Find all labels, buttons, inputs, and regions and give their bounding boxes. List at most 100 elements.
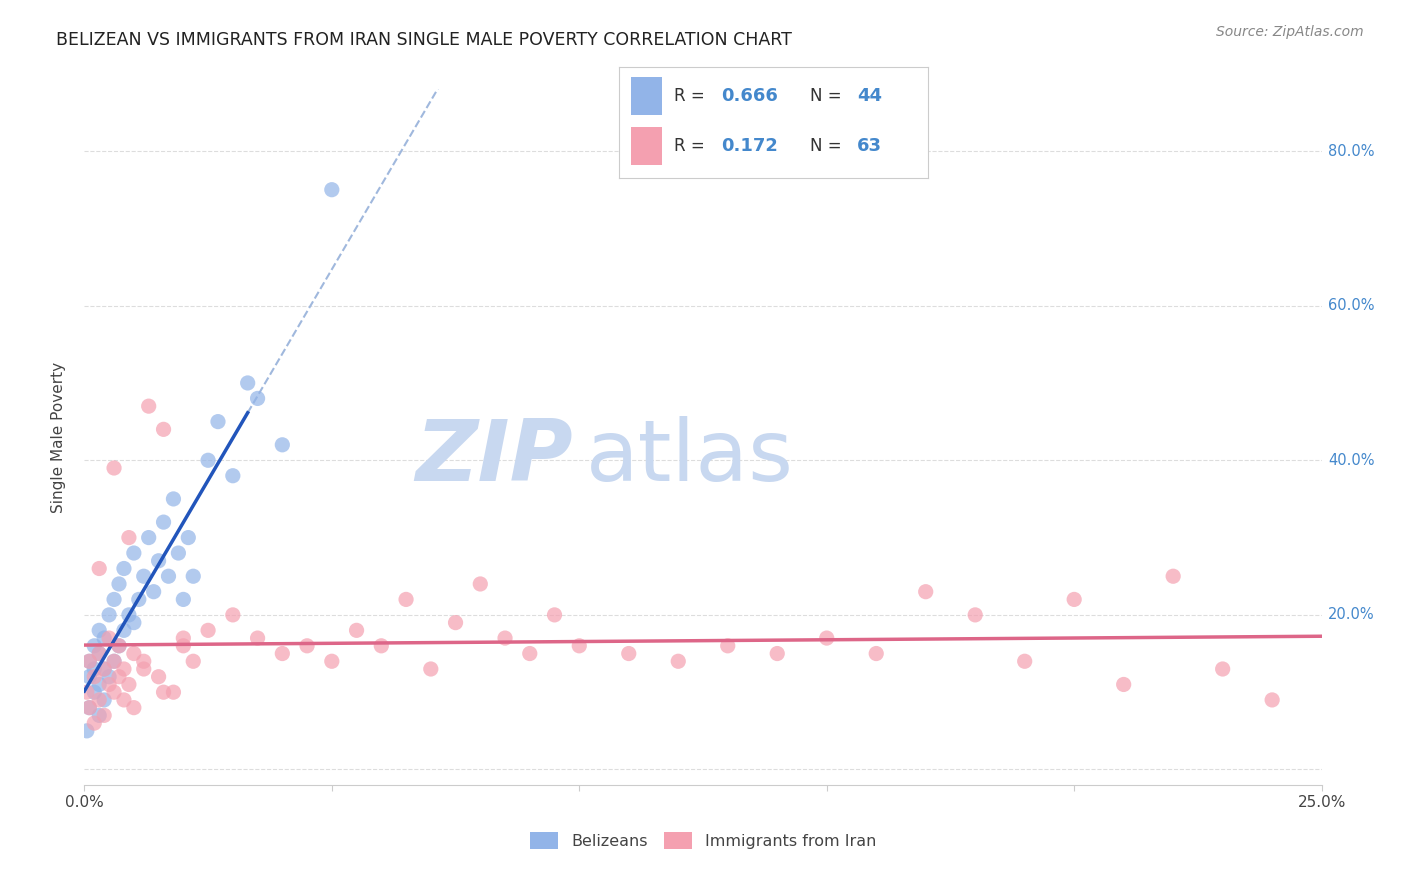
Y-axis label: Single Male Poverty: Single Male Poverty [51,361,66,513]
Point [98,670,121,684]
Point [157,569,180,583]
Point [118,607,141,622]
Point [1212,662,1234,676]
Point [568,639,591,653]
Text: 44: 44 [856,87,882,105]
Point [79,700,101,714]
Text: 40.0%: 40.0% [1327,453,1374,467]
Point [103,654,125,668]
Point [98,607,121,622]
Point [162,491,184,506]
Point [108,577,131,591]
Point [83,639,105,653]
Point [89,677,111,691]
Point [128,592,150,607]
Point [152,422,174,436]
Point [108,639,131,653]
Point [103,592,125,607]
Point [246,392,269,406]
Point [162,685,184,699]
Point [321,654,343,668]
Text: 63: 63 [856,137,882,155]
Point [172,631,194,645]
Point [98,631,121,645]
Bar [631,77,662,115]
Point [93,662,115,676]
Point [112,624,135,638]
Point [321,183,343,197]
Bar [631,128,662,165]
Point [172,639,194,653]
Point [89,647,111,661]
Text: N =: N = [810,137,848,155]
Point [444,615,467,630]
Point [122,700,145,714]
Point [717,639,740,653]
Point [815,631,838,645]
Point [132,654,155,668]
Point [222,607,245,622]
Point [89,624,111,638]
Point [112,561,135,575]
Point [1014,654,1036,668]
Point [617,647,640,661]
Point [93,693,115,707]
Point [271,438,294,452]
Point [112,662,135,676]
Text: R =: R = [675,87,710,105]
Point [138,399,160,413]
Text: 20.0%: 20.0% [1327,607,1375,623]
Point [271,647,294,661]
Point [177,531,200,545]
Point [152,685,174,699]
Point [93,708,115,723]
Text: 0.172: 0.172 [721,137,778,155]
Point [93,662,115,676]
Point [1112,677,1135,691]
Point [79,654,101,668]
Point [236,376,259,390]
Point [76,685,98,699]
Point [89,693,111,707]
Point [370,639,392,653]
Point [138,531,160,545]
Point [98,677,121,691]
Point [122,546,145,560]
Point [79,654,101,668]
Point [519,647,541,661]
Point [118,677,141,691]
Point [89,561,111,575]
Point [89,708,111,723]
Point [118,531,141,545]
Point [142,584,165,599]
Point [148,554,170,568]
Point [83,685,105,699]
Point [494,631,516,645]
Point [83,716,105,731]
Point [108,670,131,684]
Point [666,654,689,668]
Point [122,615,145,630]
Text: 0.666: 0.666 [721,87,778,105]
Point [93,631,115,645]
Point [766,647,789,661]
Point [207,415,229,429]
Point [148,670,170,684]
Point [132,662,155,676]
Point [1161,569,1184,583]
Point [295,639,318,653]
Point [103,461,125,475]
Text: BELIZEAN VS IMMIGRANTS FROM IRAN SINGLE MALE POVERTY CORRELATION CHART: BELIZEAN VS IMMIGRANTS FROM IRAN SINGLE … [56,31,792,49]
Point [181,654,204,668]
Point [395,592,418,607]
Legend: Belizeans, Immigrants from Iran: Belizeans, Immigrants from Iran [522,824,884,857]
Point [108,639,131,653]
Point [865,647,887,661]
Point [246,631,269,645]
Point [197,453,219,467]
Text: atlas: atlas [585,417,793,500]
Point [89,647,111,661]
Point [79,700,101,714]
Text: ZIP: ZIP [415,417,574,500]
Point [122,647,145,661]
